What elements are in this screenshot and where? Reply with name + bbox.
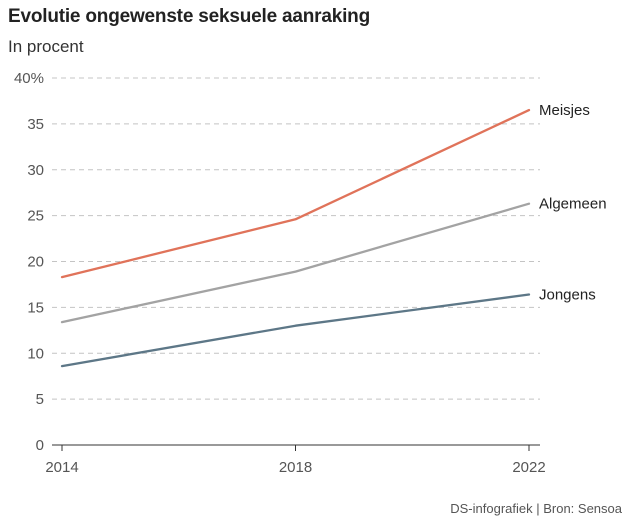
chart-title: Evolutie ongewenste seksuele aanraking (8, 6, 370, 27)
y-tick-label: 20 (27, 254, 44, 271)
series-line (60, 108, 531, 279)
series-line (60, 293, 531, 368)
y-tick-label: 0 (36, 437, 44, 454)
y-tick-label: 35 (27, 116, 44, 133)
series-label: Meisjes (539, 102, 590, 119)
x-tick-label: 2014 (45, 459, 78, 476)
series-label: Algemeen (539, 196, 607, 213)
y-tick-label: 5 (36, 391, 44, 408)
y-tick-label: 25 (27, 208, 44, 225)
series-label: Jongens (539, 287, 596, 304)
y-tick-label: 30 (27, 162, 44, 179)
y-tick-label: 40% (14, 70, 44, 87)
source-footer: DS-infografiek | Bron: Sensoa (450, 501, 622, 516)
series-line (60, 202, 531, 324)
x-tick-label: 2018 (279, 459, 312, 476)
chart-subtitle: In procent (8, 37, 84, 56)
x-tick-label: 2022 (512, 459, 545, 476)
y-tick-label: 10 (27, 345, 44, 362)
y-tick-label: 15 (27, 299, 44, 316)
